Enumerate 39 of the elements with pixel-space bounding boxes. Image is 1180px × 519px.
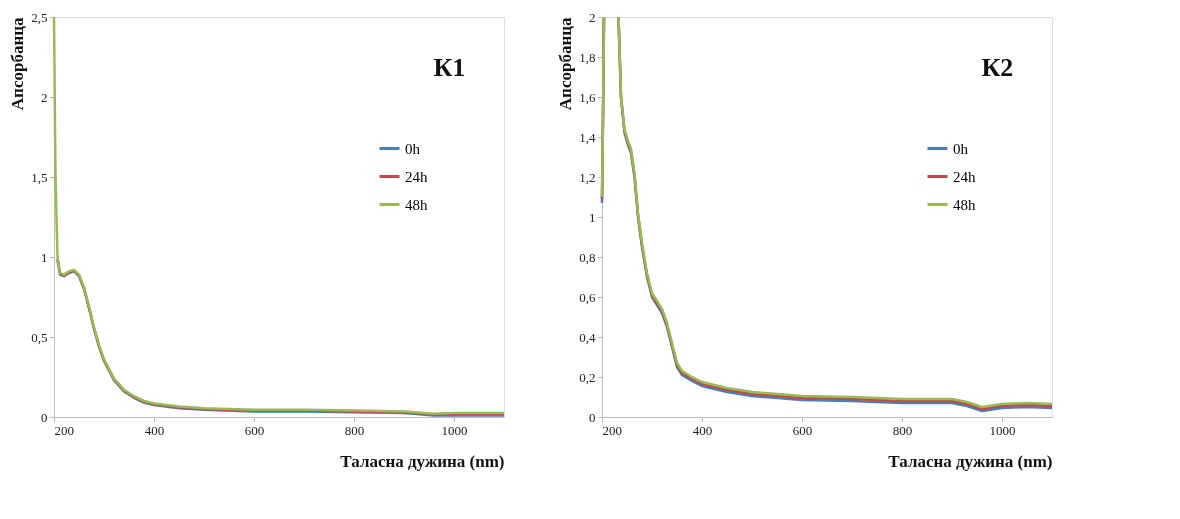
y-tick-label: 0,4 [579, 329, 596, 345]
y-tick-label: 0 [589, 409, 596, 425]
x-axis-title: Таласна дужина (nm) [888, 451, 1053, 471]
x-tick-label: 200 [602, 422, 622, 438]
y-tick-label: 2,5 [31, 9, 48, 25]
legend-label: 0h [405, 140, 421, 157]
x-tick-label: 200 [54, 422, 74, 438]
text: К1 [433, 53, 466, 82]
y-tick-label: 1,4 [579, 129, 596, 145]
y-tick-label: 1 [41, 249, 48, 265]
y-axis-title: Апсорбанца [8, 17, 28, 111]
x-tick-label: 600 [244, 422, 265, 438]
x-tick-label: 400 [692, 422, 713, 438]
y-tick-label: 1,5 [31, 169, 48, 185]
x-tick-label: 1000 [989, 422, 1016, 438]
x-tick-label: 800 [344, 422, 365, 438]
legend-label: 48h [953, 196, 976, 213]
legend-label: 24h [405, 168, 428, 185]
x-tick-label: 400 [144, 422, 165, 438]
y-tick-label: 0,8 [579, 249, 596, 265]
x-axis-title: Таласна дужина (nm) [340, 451, 505, 471]
legend-label: 0h [953, 140, 969, 157]
y-tick-label: 0,2 [579, 369, 596, 385]
y-tick-label: 1,8 [579, 49, 596, 65]
x-tick-label: 800 [892, 422, 913, 438]
legend-label: 48h [405, 196, 428, 213]
y-tick-label: 0,6 [579, 289, 596, 305]
text: К2 [981, 53, 1014, 82]
y-tick-label: 1 [589, 209, 596, 225]
y-axis-title: Апсорбанца [556, 17, 576, 111]
y-tick-label: 0 [41, 409, 48, 425]
y-tick-label: 1,2 [579, 169, 596, 185]
x-tick-label: 1000 [441, 422, 468, 438]
y-tick-label: 1,6 [579, 89, 596, 105]
legend-label: 24h [953, 168, 976, 185]
y-tick-label: 0,5 [31, 329, 48, 345]
y-tick-label: 2 [41, 89, 48, 105]
y-tick-label: 2 [589, 9, 596, 25]
x-tick-label: 600 [792, 422, 813, 438]
